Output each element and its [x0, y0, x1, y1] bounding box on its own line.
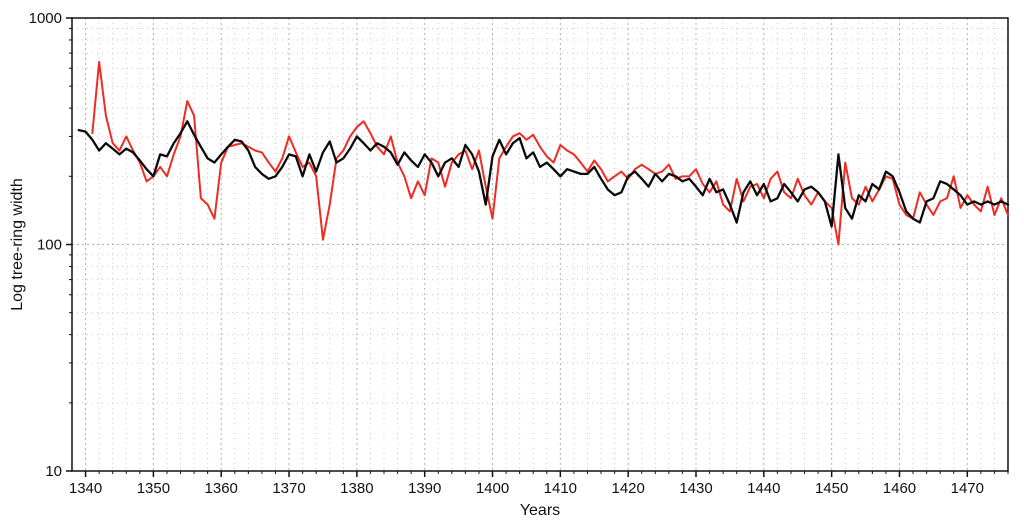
- x-tick-label: 1430: [679, 480, 712, 497]
- x-tick-label: 1420: [611, 480, 644, 497]
- x-tick-label: 1340: [69, 480, 102, 497]
- x-tick-label: 1440: [747, 480, 780, 497]
- x-tick-label: 1470: [951, 480, 984, 497]
- x-tick-label: 1370: [272, 480, 305, 497]
- y-axis-label: Log tree-ring width: [9, 178, 26, 311]
- x-tick-label: 1400: [476, 480, 509, 497]
- y-tick-label: 1000: [29, 10, 62, 27]
- y-tick-label: 100: [37, 237, 62, 254]
- x-tick-label: 1390: [408, 480, 441, 497]
- x-axis-label: Years: [520, 502, 560, 519]
- x-tick-label: 1450: [815, 480, 848, 497]
- y-tick-label: 10: [45, 463, 62, 480]
- x-tick-label: 1410: [544, 480, 577, 497]
- x-tick-label: 1360: [205, 480, 238, 497]
- chart-container: 1340 1350 1360 1370 1380 1390 1400 1410 1420 1430…: [0, 0, 1024, 527]
- x-tick-label: 1350: [137, 480, 170, 497]
- x-tick-label: 1460: [883, 480, 916, 497]
- x-tick-label: 1380: [340, 480, 373, 497]
- line-chart: 1340 1350 1360 1370 1380 1390 1400 1410 1420 1430…: [0, 0, 1024, 527]
